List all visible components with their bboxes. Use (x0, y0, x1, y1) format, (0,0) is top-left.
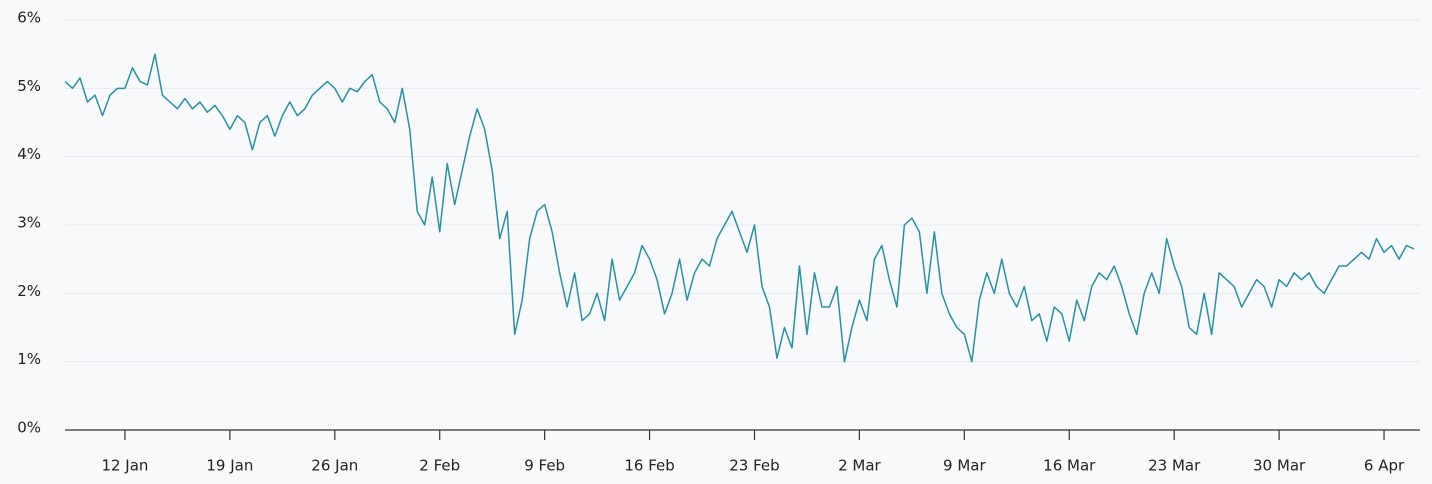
y-tick-label: 5% (17, 77, 41, 95)
y-tick-label: 6% (17, 9, 41, 27)
x-tick-label: 16 Mar (1043, 457, 1096, 475)
y-tick-label: 4% (17, 145, 41, 163)
x-tick-label: 6 Apr (1364, 457, 1405, 475)
x-tick-label: 12 Jan (101, 457, 148, 475)
x-tick-label: 30 Mar (1253, 457, 1306, 475)
x-tick-label: 16 Feb (624, 457, 674, 475)
x-tick-label: 9 Feb (524, 457, 565, 475)
y-tick-label: 0% (17, 419, 41, 437)
x-tick-label: 2 Mar (838, 457, 881, 475)
y-tick-label: 2% (17, 282, 41, 300)
x-tick-label: 23 Feb (729, 457, 779, 475)
x-tick-label: 19 Jan (206, 457, 253, 475)
y-tick-label: 3% (17, 214, 41, 232)
data-line (64, 53, 1415, 363)
x-tick-label: 2 Feb (419, 457, 460, 475)
x-tick-label: 26 Jan (311, 457, 358, 475)
y-tick-label: 1% (17, 350, 41, 368)
x-tick-label: 9 Mar (943, 457, 986, 475)
x-tick-label: 23 Mar (1148, 457, 1201, 475)
